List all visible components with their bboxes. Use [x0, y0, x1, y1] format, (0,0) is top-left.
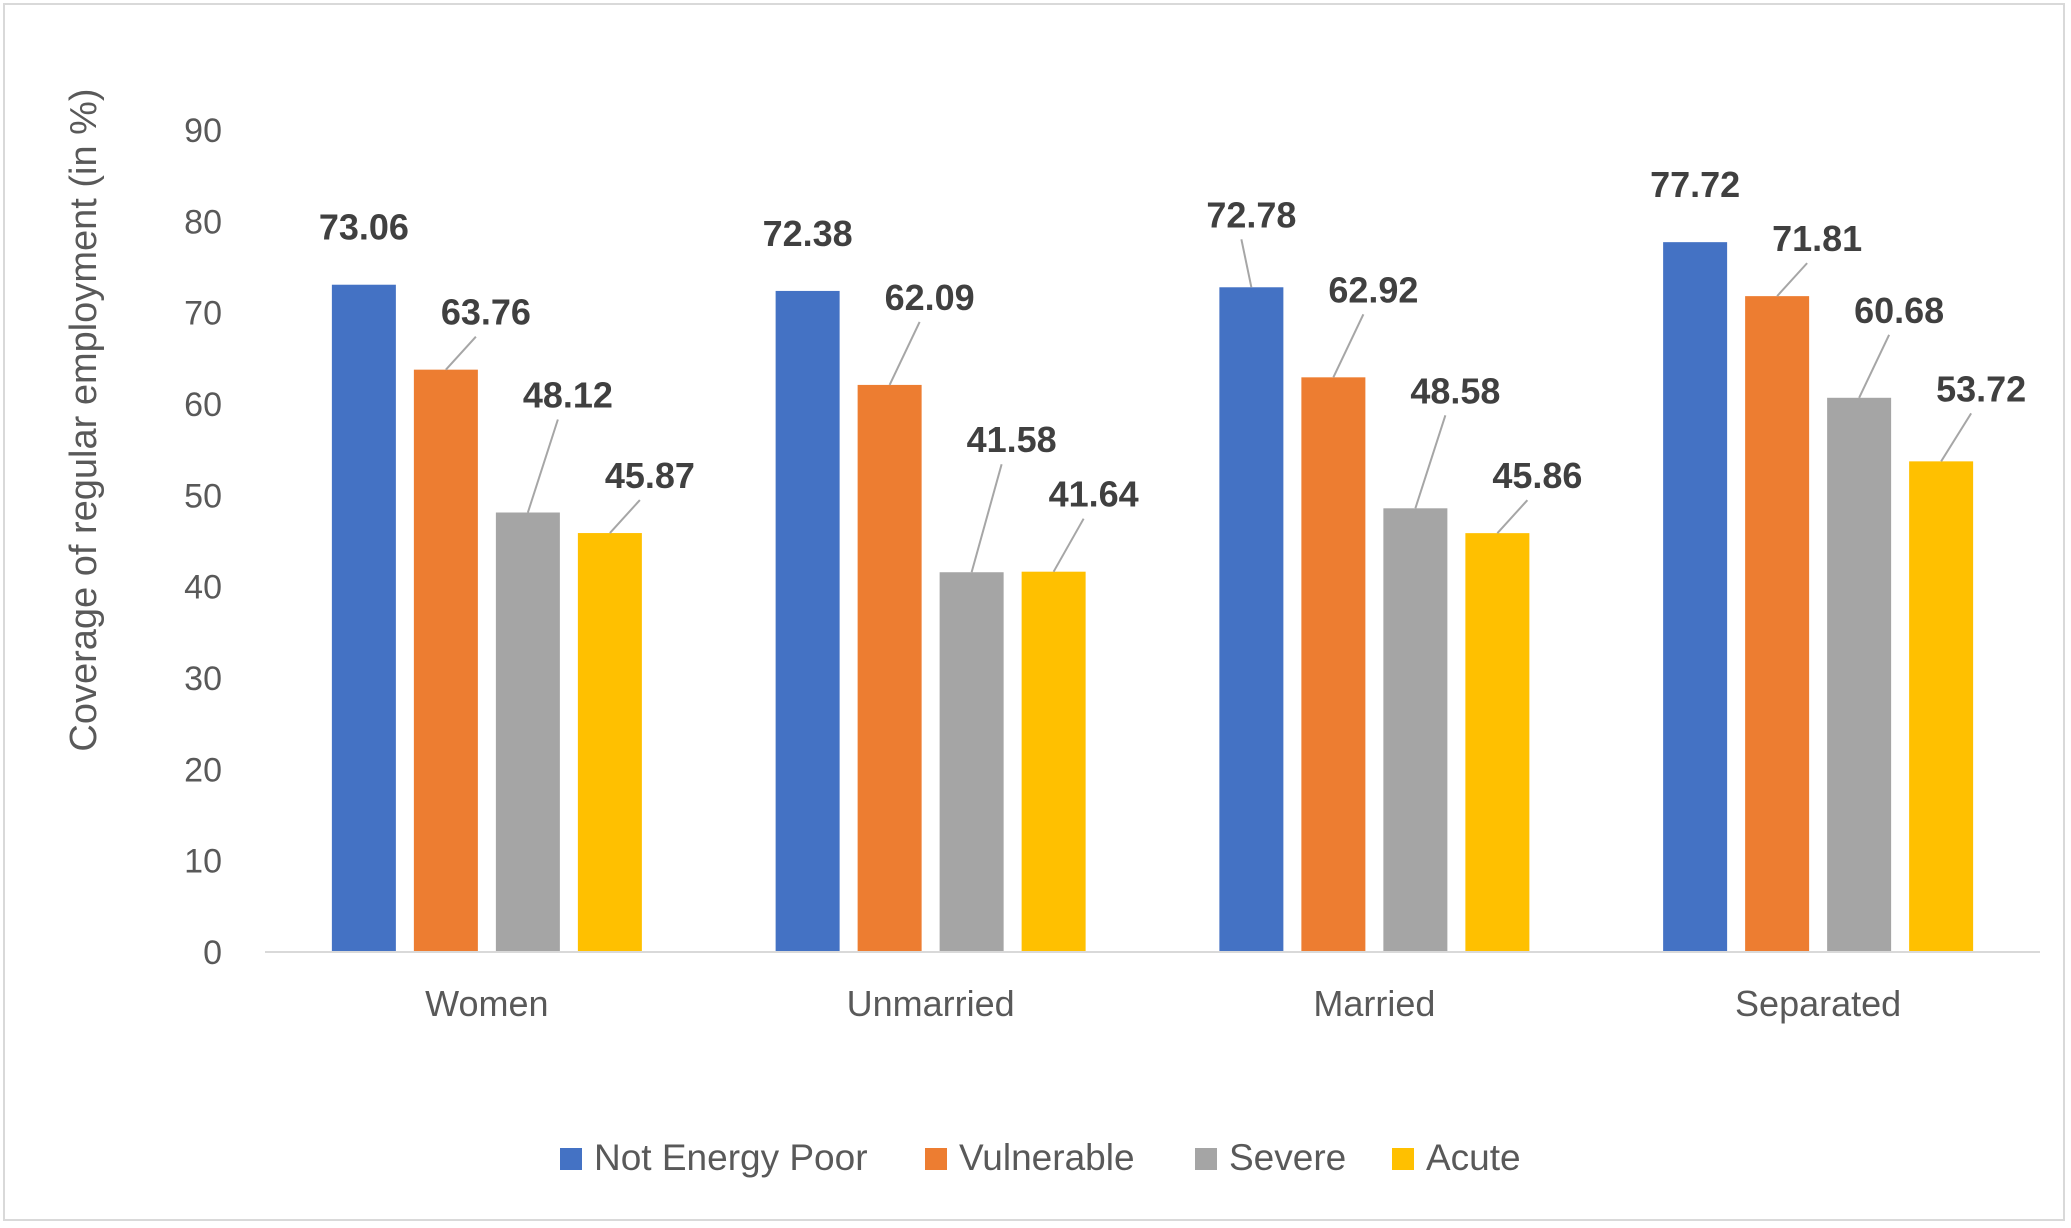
category-label: Separated — [1735, 983, 1901, 1024]
y-tick-label: 20 — [184, 751, 222, 789]
leader-line — [1414, 414, 1447, 509]
leader-lines — [445, 239, 1972, 573]
data-label: 71.81 — [1772, 218, 1862, 259]
data-label: 63.76 — [441, 292, 531, 333]
data-label: 77.72 — [1650, 164, 1740, 205]
data-label: 72.38 — [763, 213, 853, 254]
data-label: 60.68 — [1854, 290, 1944, 331]
bar — [1663, 242, 1728, 952]
bar — [1021, 571, 1086, 952]
bar — [1465, 533, 1530, 952]
data-label: 41.64 — [1049, 474, 1139, 515]
y-tick-label: 70 — [184, 295, 222, 333]
y-tick-label: 60 — [184, 386, 222, 424]
bar — [1219, 287, 1284, 952]
data-label: 48.12 — [523, 375, 613, 416]
legend-swatch — [560, 1148, 582, 1170]
bar — [577, 533, 642, 952]
y-axis-ticks: 0 10 20 30 40 50 60 70 80 90 — [184, 112, 222, 972]
data-labels: 73.06 63.76 48.12 45.87 72.38 62.09 41.58 41.64… — [319, 164, 2026, 515]
legend-swatch — [1392, 1148, 1414, 1170]
bar — [1745, 296, 1810, 952]
legend-label: Severe — [1229, 1137, 1346, 1178]
legend: Not Energy Poor Vulnerable Severe Acute — [560, 1137, 1521, 1178]
y-tick-label: 90 — [184, 112, 222, 150]
legend-swatch — [925, 1148, 947, 1170]
bar — [857, 384, 922, 952]
data-label: 45.87 — [605, 455, 695, 496]
bar — [1383, 508, 1448, 952]
bar — [331, 284, 396, 953]
leader-line — [1858, 334, 1891, 399]
y-tick-label: 80 — [184, 203, 222, 241]
leader-line — [609, 499, 641, 534]
leader-line — [445, 335, 477, 371]
bar — [1827, 397, 1892, 953]
leader-line — [970, 463, 1003, 573]
legend-label: Vulnerable — [959, 1137, 1135, 1178]
category-labels: Women Unmarried Married Separated — [425, 983, 1901, 1024]
bar — [775, 290, 840, 952]
y-tick-label: 50 — [184, 477, 222, 515]
bar — [1301, 377, 1366, 952]
category-label: Women — [425, 983, 548, 1024]
leader-line — [1332, 313, 1365, 378]
leader-line — [888, 321, 921, 386]
y-tick-label: 0 — [203, 934, 222, 972]
legend-label: Not Energy Poor — [594, 1137, 868, 1178]
category-label: Married — [1313, 983, 1435, 1024]
legend-swatch — [1195, 1148, 1217, 1170]
data-label: 73.06 — [319, 207, 409, 248]
bar — [495, 512, 560, 952]
leader-line — [1240, 239, 1253, 288]
data-label: 62.92 — [1328, 269, 1418, 310]
leader-line — [1940, 412, 1972, 462]
leader-line — [526, 419, 559, 513]
leader-line — [1776, 262, 1808, 297]
data-label: 45.86 — [1492, 455, 1582, 496]
leader-line — [1052, 518, 1085, 573]
y-tick-label: 30 — [184, 660, 222, 698]
bar — [413, 369, 478, 952]
data-label: 48.58 — [1410, 370, 1500, 411]
data-label: 62.09 — [885, 277, 975, 318]
bars — [331, 242, 1974, 953]
legend-label: Acute — [1426, 1137, 1521, 1178]
bar — [939, 572, 1004, 952]
bar — [1909, 461, 1974, 952]
y-tick-label: 40 — [184, 569, 222, 607]
data-label: 41.58 — [967, 419, 1057, 460]
y-axis-label: Coverage of regular employment (in %) — [63, 88, 105, 751]
y-tick-label: 10 — [184, 843, 222, 881]
data-label: 72.78 — [1206, 194, 1296, 235]
leader-line — [1496, 499, 1529, 534]
category-label: Unmarried — [847, 983, 1015, 1024]
data-label: 53.72 — [1936, 368, 2026, 409]
